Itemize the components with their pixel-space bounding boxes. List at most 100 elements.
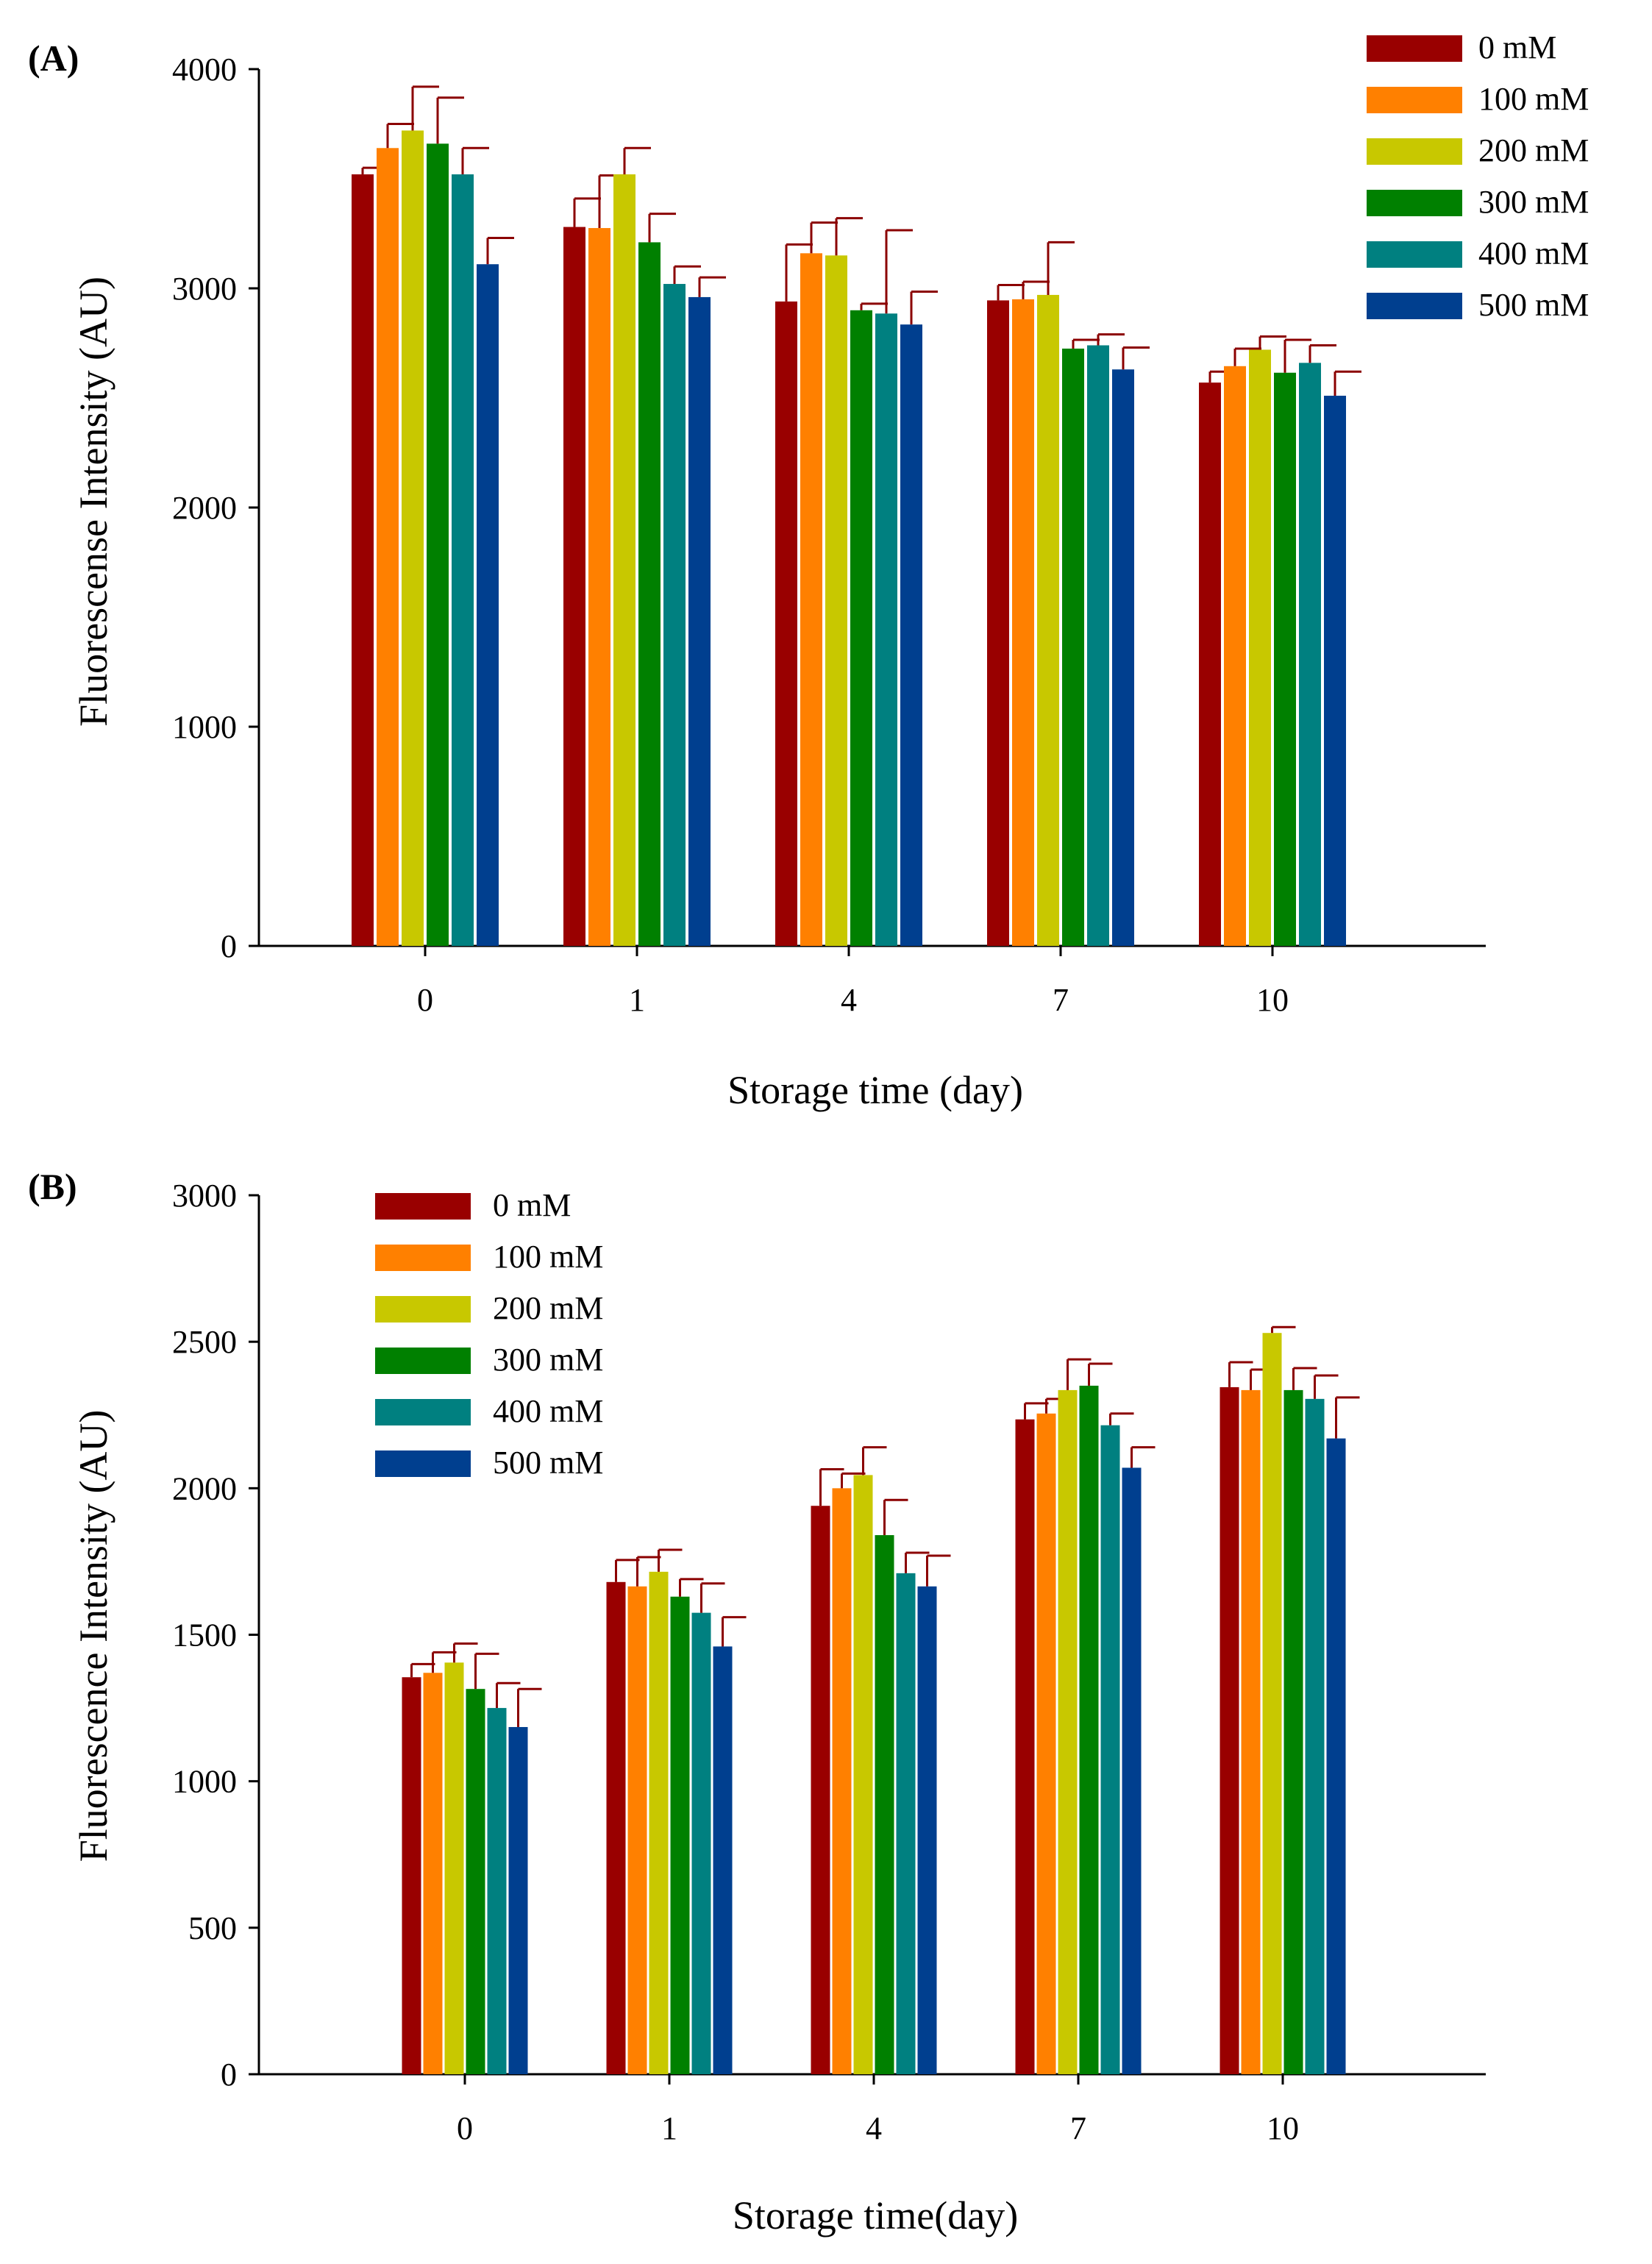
panel-a-legend-swatch [1367, 190, 1462, 216]
panel-b-bar [713, 1646, 733, 2074]
panel-b-bar [917, 1586, 937, 2074]
panel-a-legend-swatch [1367, 87, 1462, 113]
panel-a-bar [1112, 369, 1134, 946]
panel-a-bar [377, 148, 399, 946]
panel-b-x-tick-label: 0 [457, 2110, 473, 2146]
panel-b-y-tick-label: 1500 [172, 1617, 237, 1653]
panel-b-bar [691, 1612, 711, 2074]
panel-b-bar [606, 1581, 626, 2074]
panel-a-legend-label: 300 mM [1478, 184, 1589, 220]
panel-a-bar [477, 264, 499, 947]
panel-a-x-axis-title: Storage time (day) [727, 1068, 1023, 1112]
panel-b-y-tick-label: 2500 [172, 1324, 237, 1360]
panel-a-x-tick-label: 1 [629, 982, 645, 1018]
panel-a-bar [800, 253, 822, 946]
panel-b-bar [466, 1689, 485, 2074]
panel-b-bar [1100, 1425, 1120, 2074]
panel-b-bar [402, 1677, 421, 2074]
panel-b-legend-swatch [375, 1348, 471, 1374]
panel-b-bar [832, 1488, 852, 2074]
panel-b-bar [1305, 1398, 1325, 2074]
panel-b-bar [1241, 1389, 1261, 2074]
panel-a-bar [588, 228, 610, 946]
panel-a-y-tick-label: 0 [221, 928, 237, 964]
panel-a-x-tick-label: 0 [417, 982, 433, 1018]
panel-a-legend-label: 500 mM [1478, 287, 1589, 323]
panel-b-y-axis-title: Fluorescence Intensity (AU) [71, 1410, 115, 1862]
panel-a-x-tick-label: 10 [1256, 982, 1289, 1018]
panel-a-legend-swatch [1367, 138, 1462, 165]
panel-a-label: (A) [28, 38, 79, 79]
panel-a-y-tick-label: 1000 [172, 709, 237, 745]
panel-a-legend-label: 100 mM [1478, 81, 1589, 117]
panel-a: (A) Fluorescense Intensity (AU) Storage … [28, 29, 1589, 1112]
panel-a-bar [987, 300, 1009, 946]
panel-b-bar [423, 1673, 443, 2074]
panel-a-bar [452, 174, 474, 946]
panel-b-y-tick-label: 0 [221, 2057, 237, 2093]
panel-b-bar [1220, 1386, 1239, 2074]
panel-a-bar [1324, 396, 1346, 946]
panel-b-x-tick-label: 10 [1267, 2110, 1299, 2146]
panel-a-bar [427, 143, 449, 946]
panel-b-legend-label: 400 mM [493, 1393, 603, 1429]
panel-a-x-tick-label: 4 [841, 982, 857, 1018]
panel-a-bar [850, 310, 872, 946]
panel-b-legend-swatch [375, 1193, 471, 1220]
panel-b-bar [487, 1708, 507, 2074]
panel-b-bar [875, 1535, 894, 2074]
panel-b-legend-label: 200 mM [493, 1290, 603, 1326]
panel-a-legend-swatch [1367, 241, 1462, 268]
panel-b-y-tick-label: 2000 [172, 1470, 237, 1506]
panel-b-bar [508, 1726, 528, 2074]
panel-a-legend-label: 0 mM [1478, 29, 1556, 65]
panel-a-bar [1224, 366, 1246, 946]
panel-b-bar [627, 1586, 647, 2074]
panel-a-y-tick-label: 2000 [172, 490, 237, 526]
panel-b-bar [1058, 1389, 1078, 2074]
panel-a-bar [1249, 349, 1271, 946]
panel-b-bar [1015, 1419, 1035, 2074]
panel-a-bar [563, 227, 585, 946]
panel-a-bar [1012, 299, 1034, 946]
panel-a-bar [352, 174, 374, 946]
panel-b-legend-label: 300 mM [493, 1342, 603, 1378]
panel-b-x-tick-label: 1 [661, 2110, 677, 2146]
panel-b-x-tick-label: 7 [1070, 2110, 1086, 2146]
panel-b-legend-swatch [375, 1296, 471, 1323]
panel-b-bar [811, 1506, 830, 2074]
panel-b-legend-swatch [375, 1399, 471, 1425]
panel-a-y-axis-title: Fluorescense Intensity (AU) [71, 277, 115, 727]
panel-b-bar [670, 1596, 690, 2074]
panel-a-bar [1087, 345, 1109, 947]
panel-b-label: (B) [28, 1166, 77, 1207]
panel-b-x-tick-label: 4 [866, 2110, 882, 2146]
panel-a-legend-label: 400 mM [1478, 235, 1589, 271]
panel-b-y-tick-label: 500 [188, 1910, 237, 1946]
panel-a-y-tick-label: 3000 [172, 271, 237, 307]
panel-b-legend-swatch [375, 1450, 471, 1477]
panel-a-bar [900, 324, 922, 946]
panel-b-legend: 0 mM 100 mM 200 mM 300 mM 400 mM 500 mM [375, 1187, 603, 1481]
panel-b-legend-label: 500 mM [493, 1445, 603, 1481]
panel-b-bar [1079, 1385, 1099, 2074]
panel-a-bar [875, 313, 897, 946]
panel-a-bar [1037, 294, 1059, 946]
panel-a-bar [402, 130, 424, 947]
panel-b-legend-label: 100 mM [493, 1239, 603, 1275]
panel-b: (B) Fluorescence Intensity (AU) Storage … [28, 1166, 1486, 2238]
panel-b-y-tick-label: 1000 [172, 1764, 237, 1800]
panel-b-legend-swatch [375, 1245, 471, 1271]
panel-a-legend-label: 200 mM [1478, 132, 1589, 168]
panel-a-bar [638, 242, 661, 946]
panel-b-bar [649, 1571, 669, 2074]
panel-a-bar [775, 301, 797, 946]
panel-b-bar [1283, 1389, 1303, 2074]
panel-a-y-tick-label: 4000 [172, 51, 237, 88]
panel-a-bar [825, 255, 847, 946]
panel-a-bar [1274, 372, 1296, 947]
